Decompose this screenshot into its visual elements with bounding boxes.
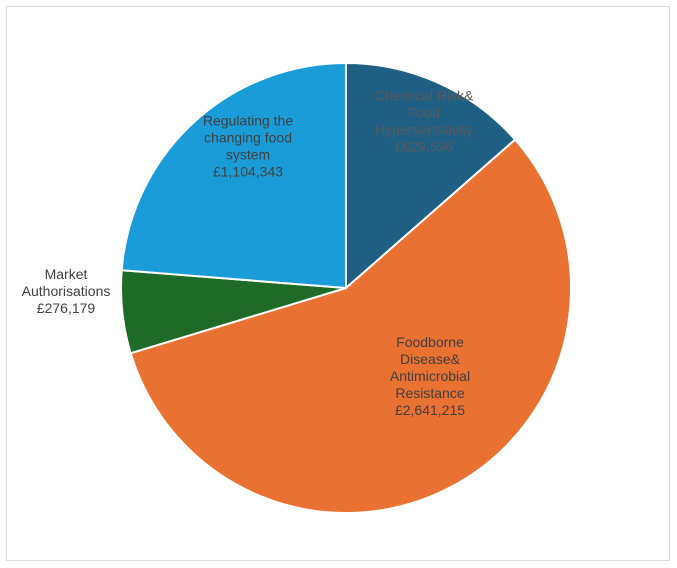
pie-slice-0 <box>345 61 517 291</box>
slice-value-label: £276,179 <box>37 300 96 316</box>
slice-name-line: Hypersensitivity <box>375 122 473 138</box>
slice-label-0: Chemical Risk& Food Hypersensitivity £629,5… <box>375 88 474 155</box>
slice-name-line: Disease& <box>400 351 461 367</box>
slice-name-line: Chemical Risk& <box>375 88 474 104</box>
slice-value-label: £2,641,215 <box>395 402 465 418</box>
slice-name-line: Market <box>45 266 88 282</box>
slice-label-1: Foodborne Disease& Antimicrobial Resistance… <box>390 334 470 418</box>
slice-value-label: £629,596 <box>395 139 454 155</box>
slice-name-line: system <box>226 147 270 163</box>
slice-label-3: Regulating the changing food system £1,104,… <box>203 113 294 180</box>
pie-slice-1 <box>129 138 572 514</box>
slice-name-line: Regulating the <box>203 113 294 129</box>
slice-name-line: Resistance <box>395 385 464 401</box>
slice-name-line: Foodborne <box>396 334 464 350</box>
slice-name-line: Antimicrobial <box>390 368 470 384</box>
slice-name-line: Food <box>408 105 440 121</box>
slice-label-2: Market Authorisations £276,179 <box>22 266 111 316</box>
slice-name-line: Authorisations <box>22 283 111 299</box>
slice-value-label: £1,104,343 <box>213 164 283 180</box>
slice-name-line: changing food <box>204 130 292 146</box>
pie-slice-3 <box>120 61 347 290</box>
